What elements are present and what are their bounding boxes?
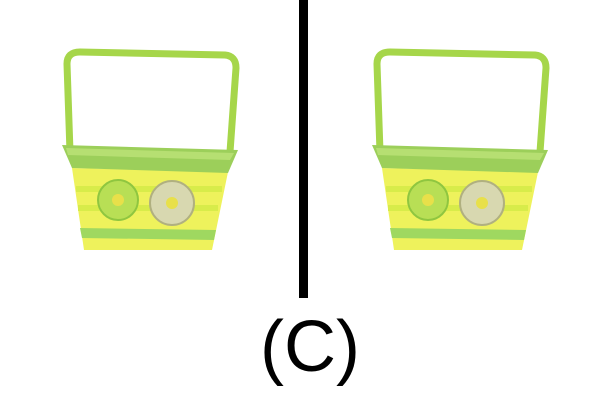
right-basket (372, 52, 548, 250)
divider (299, 0, 308, 298)
label: (C) (260, 307, 360, 387)
left-basket (62, 52, 238, 250)
